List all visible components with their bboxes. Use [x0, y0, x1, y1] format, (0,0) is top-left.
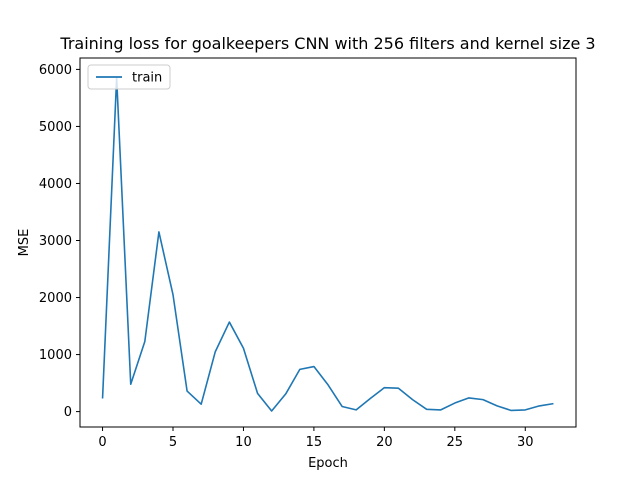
x-tick-label: 5	[169, 435, 177, 450]
y-tick-label: 4000	[39, 177, 72, 192]
plot-frame	[79, 57, 577, 428]
x-tick-label: 15	[306, 435, 323, 450]
legend-box	[87, 64, 171, 90]
x-tick-label: 20	[376, 435, 393, 450]
y-tick-label: 1000	[39, 348, 72, 363]
x-tick-label: 30	[517, 435, 534, 450]
y-tick-label: 5000	[39, 120, 72, 135]
y-tick-label: 2000	[39, 291, 72, 306]
y-tick-label: 0	[64, 405, 72, 420]
x-tick-label: 0	[98, 435, 106, 450]
legend-label-train: train	[132, 71, 162, 86]
x-tick-label: 25	[447, 435, 464, 450]
x-tick-label: 10	[235, 435, 252, 450]
y-axis-ticks: 0 1000 2000 3000 4000 5000 6000	[39, 63, 80, 420]
plot-layer	[101, 77, 554, 412]
y-tick-label: 3000	[39, 234, 72, 249]
x-axis-ticks: 0 5 10 15 20 25 30	[98, 427, 534, 450]
series-line-train	[101, 77, 554, 412]
x-axis-label: Epoch	[308, 456, 348, 471]
y-axis-label: MSE	[17, 229, 32, 257]
legend: train	[87, 64, 171, 90]
chart-title: Training loss for goalkeepers CNN with 2…	[59, 34, 595, 53]
y-tick-label: 6000	[39, 63, 72, 78]
